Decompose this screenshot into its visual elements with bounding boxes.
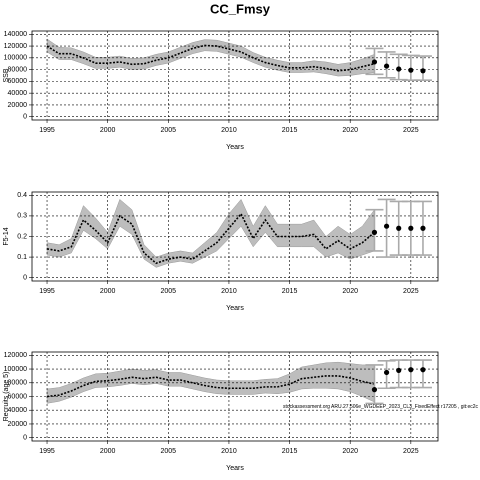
plot-border [31,191,439,282]
projection-point [383,369,390,376]
y-tick-label: 0 [23,114,27,121]
projection-point [371,387,378,393]
x-tick-label: 2000 [100,448,116,455]
x-tick-label: 2020 [342,288,358,295]
projection-point [420,367,426,373]
y-axis-label: SSB [3,68,10,82]
projection-point [420,68,426,74]
projection-point [420,225,426,231]
x-tick-label: 2005 [161,127,177,134]
projection-point [383,63,390,69]
x-axis-label: Years [226,305,244,312]
x-tick-label: 2015 [282,448,298,455]
projection-point [371,59,378,65]
plot-border [31,351,439,442]
x-tick-label: 2015 [282,127,298,134]
y-tick-label: 0.1 [17,254,27,261]
y-tick-label: 120000 [4,43,27,50]
y-tick-label: 60000 [8,78,28,85]
x-tick-label: 1995 [39,448,55,455]
y-tick-label: 0.2 [17,233,27,240]
x-tick-label: 2025 [403,288,419,295]
x-tick-label: 2010 [221,127,237,134]
x-tick-label: 2015 [282,288,298,295]
y-tick-label: 20000 [8,421,28,428]
y-tick-label: 0 [23,275,27,282]
projection-point [396,225,402,231]
projection-point [408,67,414,73]
median-line [46,44,375,72]
y-tick-label: 100000 [4,366,27,373]
y-tick-label: 100000 [4,55,27,62]
x-tick-label: 1995 [39,288,55,295]
x-tick-label: 2000 [100,288,116,295]
x-axis-label: Years [226,144,244,151]
y-tick-label: 140000 [4,31,27,38]
x-tick-label: 2010 [221,288,237,295]
projection-point [408,225,414,231]
y-tick-label: 80000 [8,380,28,387]
projection-point [396,66,402,72]
x-tick-label: 2000 [100,127,116,134]
y-tick-label: 120000 [4,352,27,359]
y-axis-label: F5-14 [3,227,10,245]
y-tick-label: 60000 [8,393,28,400]
x-tick-label: 2025 [403,448,419,455]
y-tick-label: 80000 [8,66,28,73]
median-line [46,375,375,398]
y-tick-label: 40000 [8,90,28,97]
projection-point [383,223,390,229]
y-tick-label: 0.3 [17,213,27,220]
y-tick-label: 0.4 [17,192,27,199]
projection-point [408,367,414,373]
y-tick-label: 40000 [8,407,28,414]
plot-border [31,30,439,121]
y-tick-label: 20000 [8,102,28,109]
annotation: stockassessment.org ARU.27.506e_WGDEEP_2… [283,404,479,410]
x-tick-label: 2020 [342,127,358,134]
chart-title: CC_Fmsy [210,1,271,16]
x-tick-label: 2005 [161,288,177,295]
x-tick-label: 1995 [39,127,55,134]
y-tick-label: 0 [23,435,27,442]
projection-point [396,367,402,374]
x-tick-label: 2005 [161,448,177,455]
x-tick-label: 2010 [221,448,237,455]
projection-point [371,229,378,235]
median-line [46,212,375,265]
y-axis-label: Recruits (age 5) [3,372,10,422]
x-axis-label: Years [226,465,244,472]
x-tick-label: 2025 [403,127,419,134]
x-tick-label: 2020 [342,448,358,455]
